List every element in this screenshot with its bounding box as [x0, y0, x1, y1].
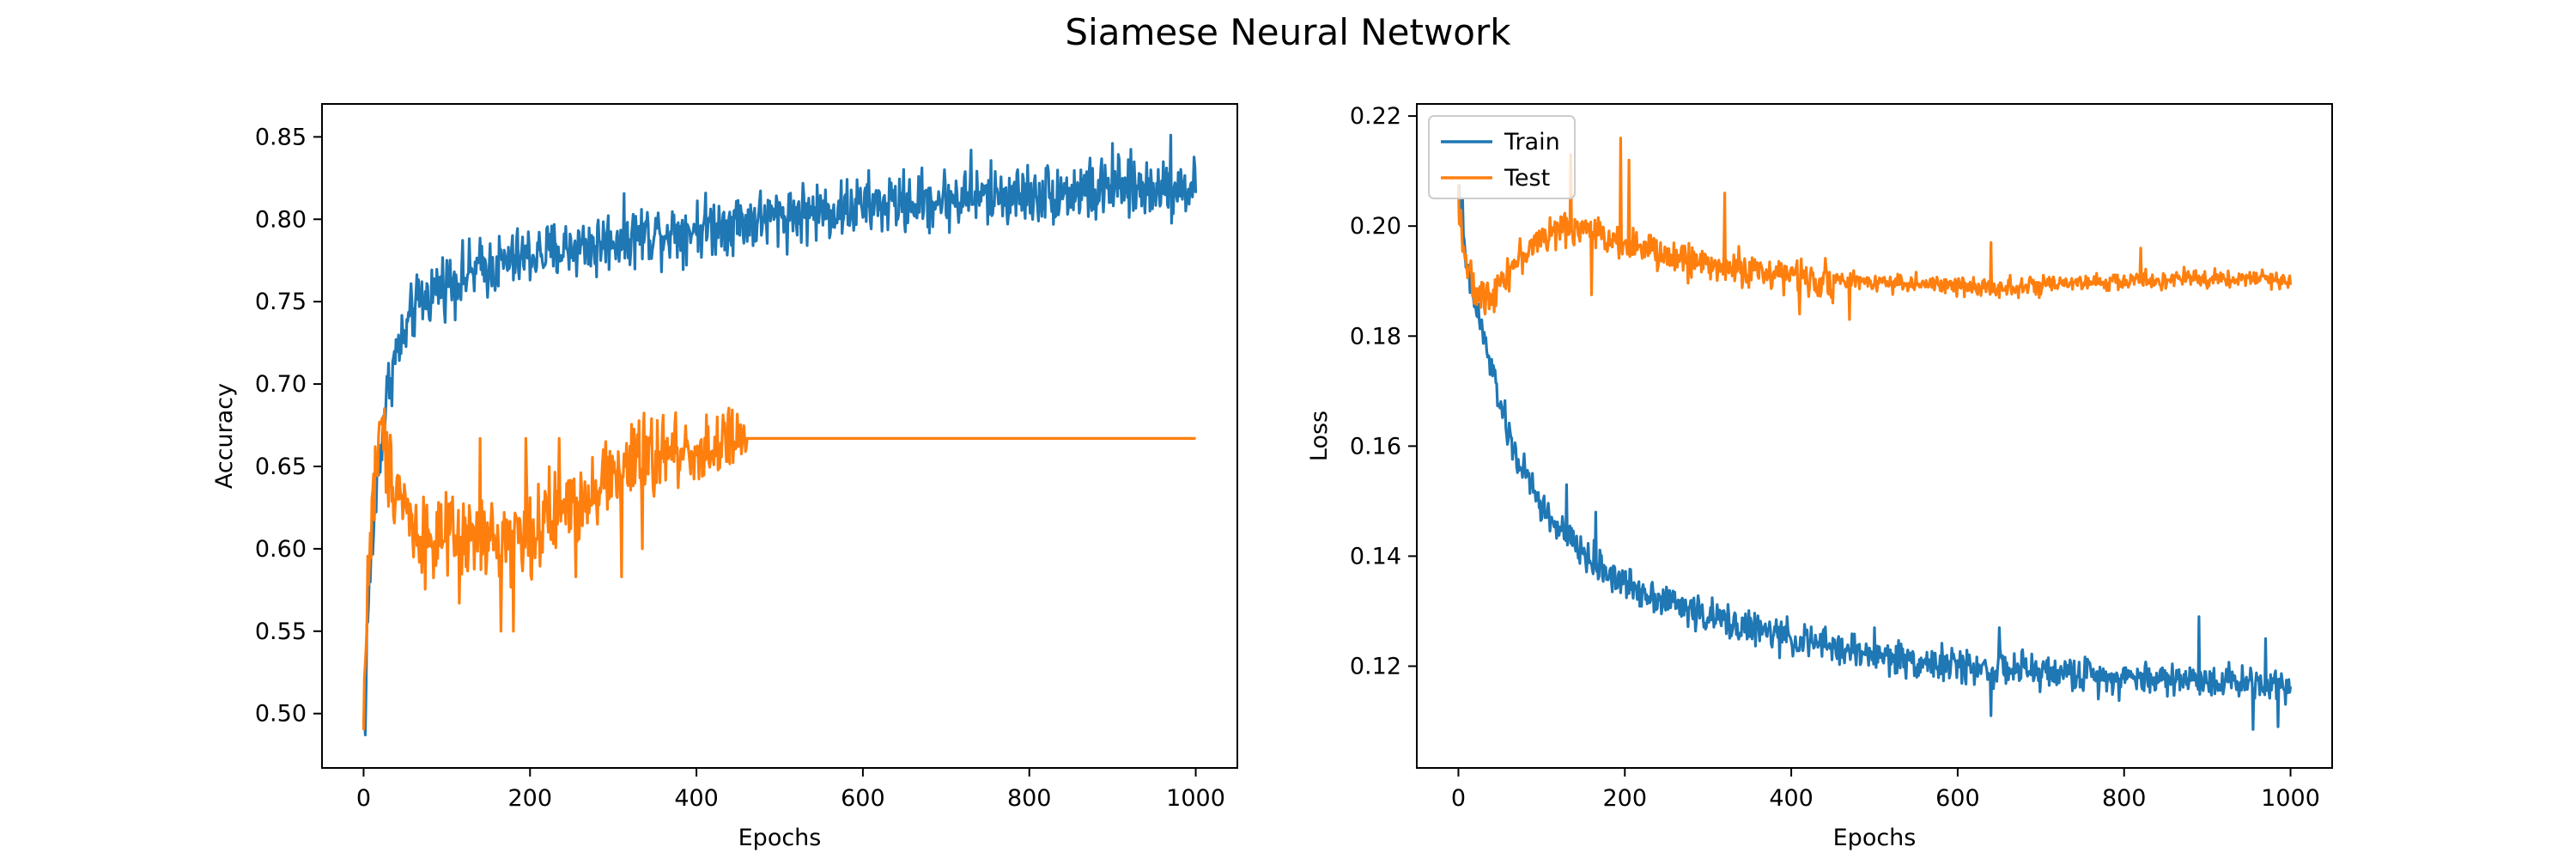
loss-x-tick-label: 600 — [1935, 785, 1980, 812]
accuracy-x-tick-label: 1000 — [1166, 785, 1225, 812]
accuracy-x-tick-label: 0 — [356, 785, 371, 812]
accuracy-y-tick-label: 0.55 — [255, 618, 307, 645]
loss-y-tick-label: 0.18 — [1350, 323, 1401, 350]
loss-y-tick-label: 0.20 — [1350, 213, 1401, 240]
loss-test-line — [1456, 137, 2293, 321]
loss-y-tick-label: 0.22 — [1350, 103, 1401, 130]
accuracy-x-tick-label: 800 — [1007, 785, 1052, 812]
accuracy-y-tick-label: 0.70 — [255, 371, 307, 398]
accuracy-series-layer — [361, 133, 1198, 737]
loss-ticks: 0 200 400 600 800 1000 0.12 0.14 0.16 0.18 0.20 0.2… — [1350, 103, 2320, 812]
accuracy-y-axis-label: Accuracy — [211, 383, 238, 489]
accuracy-x-tick-label: 200 — [507, 785, 552, 812]
loss-y-tick-label: 0.16 — [1350, 433, 1401, 460]
accuracy-x-axis-label: Epochs — [738, 825, 822, 851]
figure-title: Siamese Neural Network — [1065, 11, 1511, 53]
accuracy-y-tick-label: 0.85 — [255, 124, 307, 150]
loss-y-axis-label: Loss — [1306, 411, 1333, 461]
loss-x-tick-label: 400 — [1769, 785, 1814, 812]
loss-x-tick-label: 800 — [2102, 785, 2147, 812]
loss-x-tick-label: 0 — [1451, 785, 1466, 812]
legend-train-label: Train — [1504, 129, 1560, 155]
loss-legend: Train Test — [1428, 115, 1576, 199]
accuracy-x-tick-label: 400 — [674, 785, 719, 812]
accuracy-x-tick-label: 600 — [841, 785, 885, 812]
accuracy-panel: 0 200 400 600 800 1000 0.50 0.55 0.60 0.65 0.70 0.7… — [211, 103, 1238, 851]
loss-x-tick-label: 200 — [1602, 785, 1647, 812]
loss-y-tick-label: 0.14 — [1350, 543, 1401, 570]
accuracy-axes-frame — [321, 103, 1238, 769]
accuracy-test-line — [361, 406, 1197, 730]
accuracy-y-tick-label: 0.75 — [255, 289, 307, 315]
loss-panel: 0 200 400 600 800 1000 0.12 0.14 0.16 0.18 0.20 0.2… — [1306, 103, 2333, 851]
loss-axes-frame — [1416, 103, 2333, 769]
accuracy-y-tick-label: 0.50 — [255, 701, 307, 728]
accuracy-y-tick-label: 0.60 — [255, 536, 307, 563]
accuracy-ticks: 0 200 400 600 800 1000 0.50 0.55 0.60 0.65 0.70 0.7… — [255, 124, 1225, 812]
accuracy-train-line — [361, 133, 1198, 737]
loss-train-line — [1456, 184, 2293, 731]
loss-x-tick-label: 1000 — [2261, 785, 2320, 812]
loss-y-tick-label: 0.12 — [1350, 654, 1401, 680]
accuracy-y-tick-label: 0.65 — [255, 454, 307, 480]
loss-series-layer — [1456, 137, 2293, 731]
loss-x-axis-label: Epochs — [1833, 825, 1917, 851]
accuracy-y-tick-label: 0.80 — [255, 206, 307, 233]
legend-test-label: Test — [1504, 165, 1550, 192]
